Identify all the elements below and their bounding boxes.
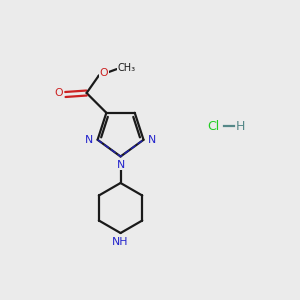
- Text: NH: NH: [112, 237, 129, 247]
- Text: O: O: [100, 68, 108, 78]
- Text: N: N: [85, 135, 94, 145]
- Text: O: O: [55, 88, 63, 98]
- Text: CH₃: CH₃: [117, 63, 135, 73]
- Text: Cl: Cl: [207, 120, 219, 133]
- Text: H: H: [236, 120, 245, 133]
- Text: N: N: [116, 160, 125, 170]
- Text: N: N: [148, 135, 156, 145]
